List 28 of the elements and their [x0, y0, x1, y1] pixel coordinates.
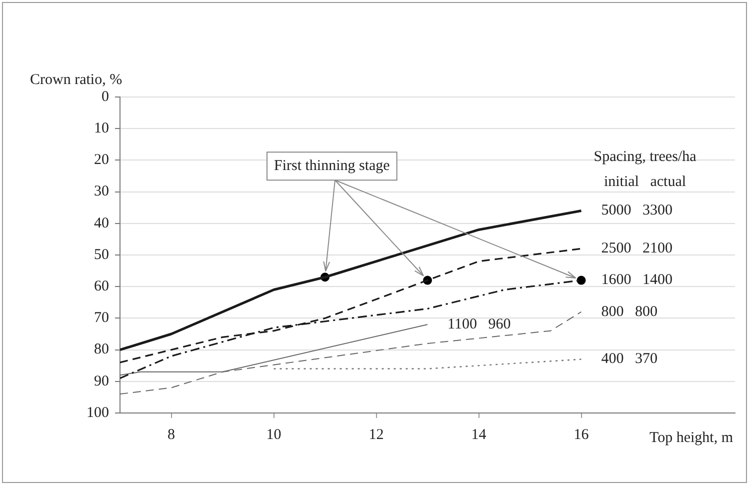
x-tick-label: 16 — [574, 426, 590, 443]
annotation: First thinning stage — [274, 158, 390, 174]
y-axis-title: Crown ratio, % — [30, 72, 122, 89]
y-tick-label: 0 — [102, 88, 109, 105]
y-tick-label: 30 — [94, 184, 109, 200]
y-tick-label: 80 — [94, 342, 109, 358]
y-tick-label: 100 — [86, 404, 109, 421]
y-tick-label: 20 — [94, 152, 109, 168]
x-tick-label: 8 — [168, 426, 175, 443]
y-tick-label: 10 — [94, 120, 109, 137]
y-tick-label: 40 — [94, 215, 109, 232]
x-tick-label: 12 — [368, 426, 384, 443]
series-label: 5000 3300 — [601, 202, 672, 219]
x-tick-label: 14 — [471, 426, 487, 443]
x-tick-label: 10 — [266, 426, 282, 443]
y-tick-label: 90 — [94, 373, 109, 390]
line-series — [120, 311, 582, 395]
series-label: 1100 960 — [448, 316, 511, 332]
y-tick-label: 70 — [94, 310, 109, 326]
annotation: initial actual — [604, 174, 686, 190]
legend-title: Spacing, trees/ha — [594, 148, 697, 165]
series-label: 2500 2100 — [601, 240, 672, 257]
series-label: 400 370 — [601, 351, 658, 368]
series-label: 1600 1400 — [601, 272, 672, 288]
y-tick-label: 60 — [94, 278, 109, 295]
y-tick-label: 50 — [94, 246, 109, 263]
series-label: 800 800 — [601, 304, 658, 320]
x-axis-title: Top height, m — [649, 430, 733, 447]
